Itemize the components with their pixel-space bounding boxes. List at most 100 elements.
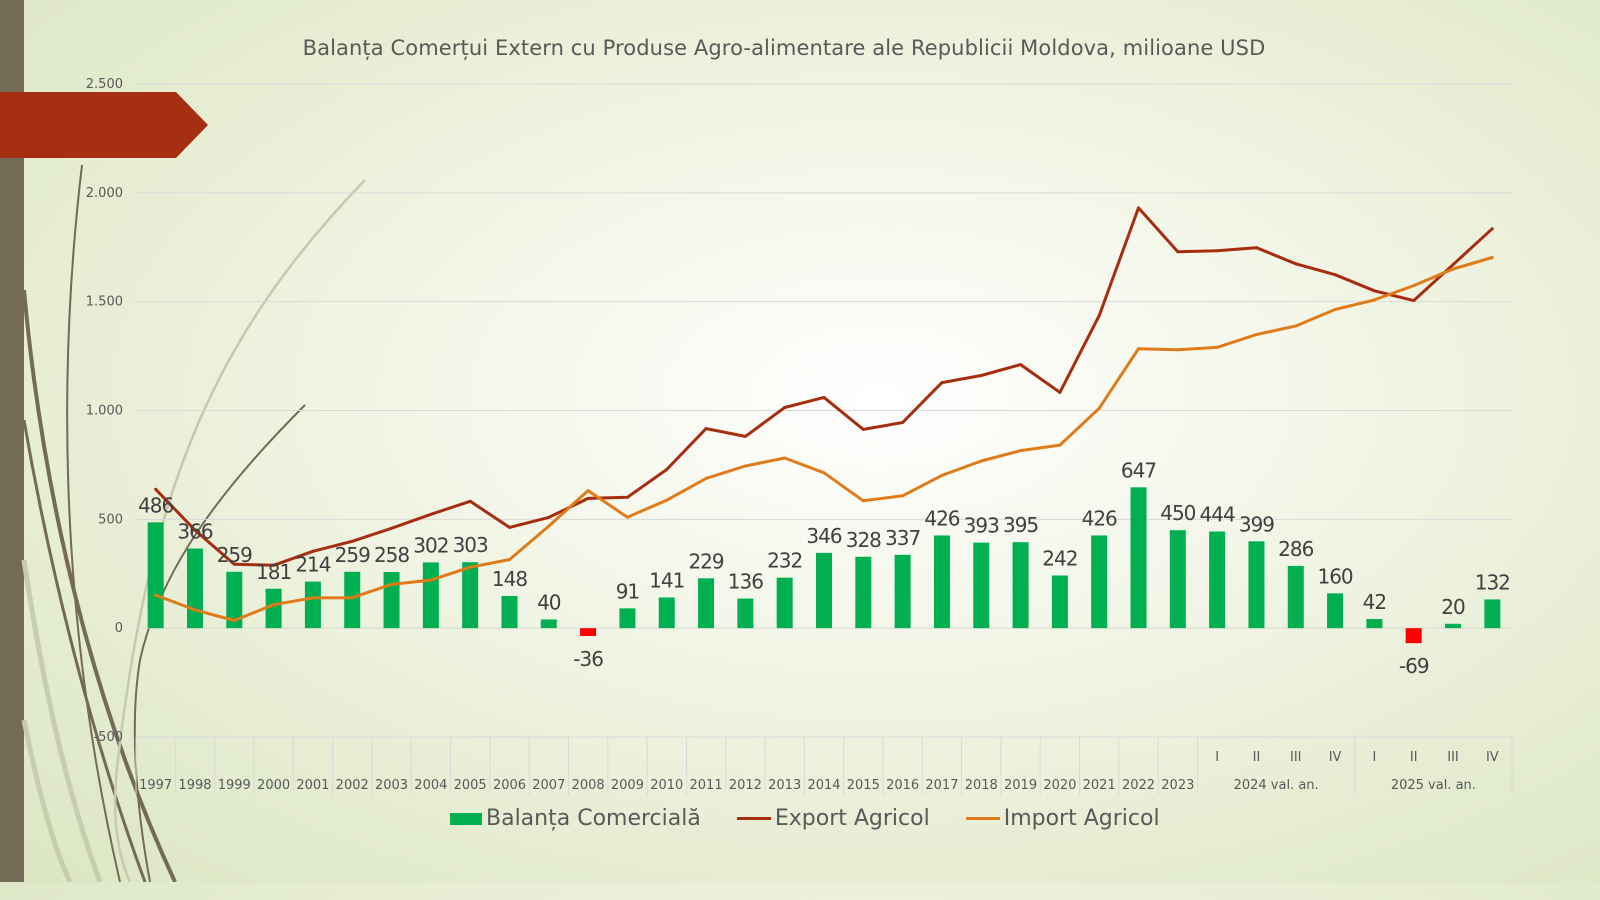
line-import-point	[1176, 348, 1180, 352]
bar-balance	[1169, 530, 1186, 629]
data-label-balance: 426	[1082, 506, 1117, 530]
x-tick-label: 2010	[650, 778, 683, 793]
line-import-point	[783, 456, 787, 460]
line-export-point	[468, 499, 472, 503]
bar-balance	[1130, 487, 1147, 629]
x-tick-label: 2004	[414, 778, 447, 793]
line-import-point	[665, 498, 669, 502]
x-tick-label: 1997	[139, 778, 172, 793]
line-export-point	[232, 562, 236, 566]
line-import-point	[1333, 308, 1337, 312]
line-export-point	[1019, 363, 1023, 367]
legend-label-balance: Balanța Comercială	[486, 806, 701, 831]
data-label-balance: 486	[138, 493, 173, 517]
data-label-balance: 450	[1160, 501, 1195, 525]
line-export-point	[1137, 206, 1141, 210]
line-export	[154, 206, 1494, 567]
line-export-point	[586, 496, 590, 500]
line-export-point	[861, 427, 865, 431]
line-import-point	[901, 494, 905, 498]
data-label-balance: 346	[806, 524, 841, 548]
line-export-point	[1333, 273, 1337, 277]
legend-item-import: Import Agricol	[965, 806, 1160, 831]
bar-balance	[855, 556, 872, 629]
line-import-point	[154, 593, 158, 597]
bar-balance	[816, 552, 832, 629]
y-tick-label: 2.000	[86, 186, 123, 201]
line-export-point	[822, 395, 826, 399]
data-label-balance: 40	[537, 590, 561, 614]
data-label-balance: 399	[1239, 512, 1274, 536]
line-import-point	[822, 471, 826, 475]
bar-balance	[698, 578, 715, 629]
line-import-point	[1490, 255, 1494, 259]
bar-balance	[1366, 619, 1383, 629]
y-tick-label: -500	[93, 730, 123, 745]
data-label-balance: 229	[688, 549, 723, 573]
line-export-point	[1254, 246, 1258, 250]
data-label-balance: 302	[413, 533, 448, 557]
bar-balance	[1209, 531, 1226, 629]
bar-balance	[580, 628, 597, 637]
data-label-balance: 132	[1475, 570, 1510, 594]
bar-balance	[1405, 628, 1422, 644]
line-export-point	[1176, 250, 1180, 254]
bar-balance	[1248, 541, 1265, 629]
x-tick-label: 2021	[1083, 778, 1116, 793]
data-label-balance: 337	[885, 526, 920, 550]
x-tick-label: 2011	[690, 778, 723, 793]
bar-balance	[973, 542, 990, 629]
bar-balance	[1484, 599, 1501, 629]
line-export-point	[1097, 314, 1101, 318]
x-group-label: 2025 val. an.	[1391, 778, 1476, 793]
line-export-point	[350, 539, 354, 543]
line-import-point	[704, 476, 708, 480]
y-tick-label: 0	[115, 621, 123, 636]
line-import-point	[861, 499, 865, 503]
data-label-balance: 366	[177, 520, 212, 544]
data-label-balance: 148	[492, 567, 527, 591]
data-label-balance: -36	[573, 647, 603, 671]
x-tick-label: 2005	[454, 778, 487, 793]
x-tick-label: 2006	[493, 778, 526, 793]
data-label-balance: 426	[924, 506, 959, 530]
x-tick-label: II	[1410, 750, 1418, 765]
line-export-point	[940, 381, 944, 385]
legend-label-import: Import Agricol	[1003, 806, 1160, 831]
line-import-point	[1294, 324, 1298, 328]
chart-plot: -500 0 500 1.000 1.500 2.000 2.500 1997 1998 199…	[86, 77, 1513, 795]
x-tick-label: 1999	[218, 778, 251, 793]
data-label-balance: 259	[217, 543, 252, 567]
bar-balance	[147, 522, 164, 629]
bar-balance	[1287, 565, 1304, 629]
data-label-balance: 328	[846, 528, 881, 552]
data-label-balance: 395	[1003, 513, 1038, 537]
bar-balance	[658, 597, 675, 629]
y-tick-label: 1.500	[86, 295, 123, 310]
bar-balance	[540, 619, 557, 629]
line-import-point	[1097, 406, 1101, 410]
x-tick-label: 2014	[807, 778, 840, 793]
line-export-point	[429, 512, 433, 516]
data-label-balance: 141	[649, 568, 684, 592]
line-export-point	[1058, 390, 1062, 394]
line-export-point	[625, 495, 629, 499]
bar-balance	[265, 588, 282, 629]
x-tick-label: 2000	[257, 778, 290, 793]
data-label-balance: 232	[767, 549, 802, 573]
data-label-balance: 91	[616, 579, 639, 603]
data-label-balance: 136	[728, 570, 763, 594]
x-tick-label: 2003	[375, 778, 408, 793]
line-export-point	[1372, 289, 1376, 293]
x-tick-label: 2023	[1161, 778, 1194, 793]
y-tick-label: 1.000	[86, 404, 123, 419]
x-tick-label: 2020	[1043, 778, 1076, 793]
line-import-point	[625, 515, 629, 519]
x-tick-label: 2016	[886, 778, 919, 793]
line-export-point	[1490, 227, 1494, 231]
line-export-point	[665, 467, 669, 471]
line-import-point	[390, 582, 394, 586]
line-import-point	[743, 464, 747, 468]
line-export-point	[390, 526, 394, 530]
data-label-balance: 286	[1278, 537, 1313, 561]
